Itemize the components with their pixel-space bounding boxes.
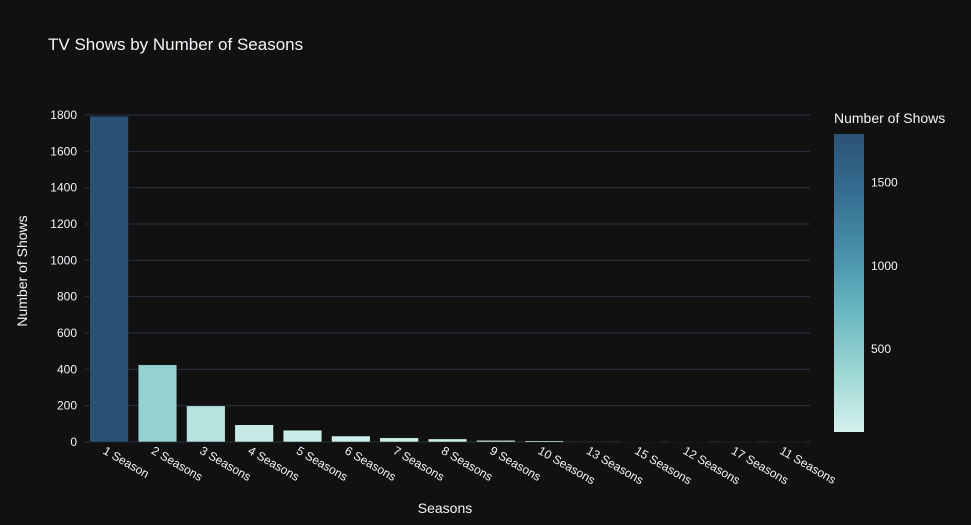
bar[interactable]: [331, 435, 371, 443]
bar[interactable]: [427, 438, 468, 443]
y-tick-label: 0: [70, 435, 77, 449]
y-tick-label: 400: [57, 362, 77, 376]
y-axis-ticks: 0 200 400 600 800 1000 1200 1400 1600 1800: [50, 108, 77, 449]
x-tick-label: 1 Season: [101, 443, 152, 480]
y-tick-label: 1600: [50, 144, 77, 158]
y-tick-label: 1200: [50, 217, 77, 231]
x-tick-label: 2 Seasons: [149, 443, 205, 483]
x-tick-label: 3 Seasons: [197, 443, 253, 483]
x-tick-label: 7 Seasons: [391, 443, 447, 483]
bar[interactable]: [234, 424, 274, 443]
bar[interactable]: [524, 440, 564, 443]
y-axis-title: Number of Shows: [14, 215, 30, 326]
x-tick-label: 4 Seasons: [246, 443, 302, 483]
y-tick-label: 1400: [50, 181, 77, 195]
x-tick-label: 5 Seasons: [294, 443, 350, 483]
bar[interactable]: [186, 405, 226, 443]
bar[interactable]: [282, 429, 323, 443]
bar[interactable]: [476, 440, 516, 443]
colorbar-tick-label: 1500: [871, 176, 898, 190]
colorbar-gradient: [834, 134, 864, 432]
y-tick-label: 600: [57, 326, 77, 340]
y-tick-label: 800: [57, 290, 77, 304]
x-axis-title: Seasons: [418, 500, 472, 516]
colorbar-title: Number of Shows: [834, 110, 945, 126]
y-tick-label: 1000: [50, 253, 77, 267]
x-tick-label: 9 Seasons: [487, 443, 543, 483]
x-tick-label: 6 Seasons: [342, 443, 398, 483]
colorbar-tick-label: 1000: [871, 259, 898, 273]
colorbar: Number of Shows 500 1000 1500: [834, 110, 945, 432]
bar[interactable]: [89, 116, 129, 443]
bar[interactable]: [137, 364, 178, 443]
bar[interactable]: [572, 441, 613, 443]
x-tick-label: 8 Seasons: [439, 443, 495, 483]
chart-title: TV Shows by Number of Seasons: [48, 35, 303, 54]
colorbar-tick-label: 500: [871, 342, 891, 356]
bars: [89, 116, 806, 443]
y-tick-label: 1800: [50, 108, 77, 122]
bar[interactable]: [379, 437, 419, 443]
y-tick-label: 200: [57, 399, 77, 413]
grid-lines: [85, 114, 810, 443]
